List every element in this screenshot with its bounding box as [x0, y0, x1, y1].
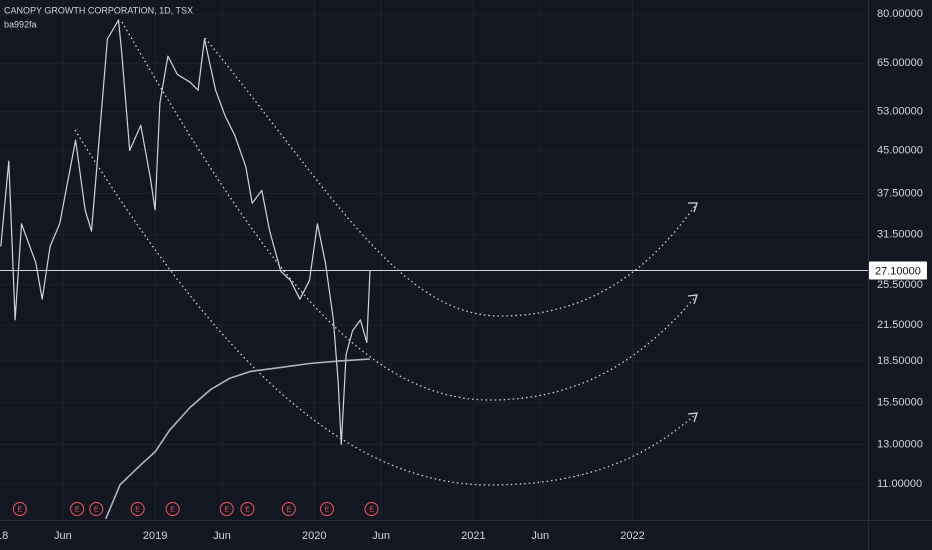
event-label: E: [245, 506, 250, 513]
event-marker: [12, 502, 27, 516]
event-label: E: [94, 506, 99, 513]
event-marker: [70, 502, 85, 516]
y-tick-label: 25.50000: [877, 279, 923, 291]
chart-subtitle: ba992fa: [4, 19, 37, 29]
x-tick-label: Jun: [372, 530, 390, 542]
y-tick-label: 11.00000: [877, 478, 922, 490]
price-line: [105, 358, 371, 520]
event-label: E: [224, 506, 229, 513]
x-tick-label: Jun: [54, 530, 72, 542]
event-marker: [240, 502, 255, 516]
x-tick-label: Jun: [213, 530, 231, 542]
event-marker: [165, 502, 180, 516]
y-tick-label: 31.50000: [877, 229, 923, 241]
event-marker: [130, 502, 145, 516]
arrow-head: [687, 294, 698, 305]
y-tick-label: 15.50000: [877, 397, 923, 409]
y-tick-label: 65.00000: [877, 57, 923, 69]
event-label: E: [135, 506, 140, 513]
x-tick-label: Jun: [531, 530, 549, 542]
event-marker: [364, 502, 379, 516]
event-label: E: [325, 506, 330, 513]
price-line: [0, 19, 371, 446]
axes: 80.00000 65.00000 53.00000 45.00000 37.50000…: [0, 8, 927, 542]
event-label: E: [170, 506, 175, 513]
last-price-label: 27.10000: [875, 265, 921, 277]
y-tick-label: 18.50000: [877, 355, 923, 367]
drawing-arc: [121, 21, 698, 401]
x-tick-label: 2020: [302, 530, 326, 542]
chart-title: CANOPY GROWTH CORPORATION, 1D, TSX: [4, 5, 193, 15]
y-tick-label: 37.50000: [877, 187, 923, 199]
y-tick-label: 53.00000: [877, 106, 923, 118]
arrow-head: [688, 202, 698, 213]
x-tick-label: 2018: [0, 530, 8, 542]
y-tick-label: 45.00000: [877, 144, 923, 156]
drawing-arc: [204, 37, 698, 317]
event-label: E: [369, 506, 374, 513]
x-tick-label: 2021: [461, 530, 485, 542]
x-tick-label: 2022: [620, 530, 644, 542]
x-tick-label: 2019: [143, 530, 167, 542]
y-tick-label: 21.50000: [877, 319, 923, 331]
event-marker: [219, 502, 234, 516]
drawings: [74, 21, 698, 486]
last-price-box: [869, 261, 927, 280]
event-label: E: [286, 506, 291, 513]
y-tick-label: 13.00000: [877, 438, 923, 450]
y-tick-label: 80.00000: [877, 8, 923, 20]
grid: [0, 0, 868, 520]
event-marker: [89, 502, 104, 516]
event-label: E: [18, 506, 23, 513]
arrow-head: [687, 412, 698, 423]
drawing-arrows: [687, 202, 698, 423]
event-marker: [281, 502, 296, 516]
event-label: E: [75, 506, 80, 513]
event-marker: [319, 502, 334, 516]
